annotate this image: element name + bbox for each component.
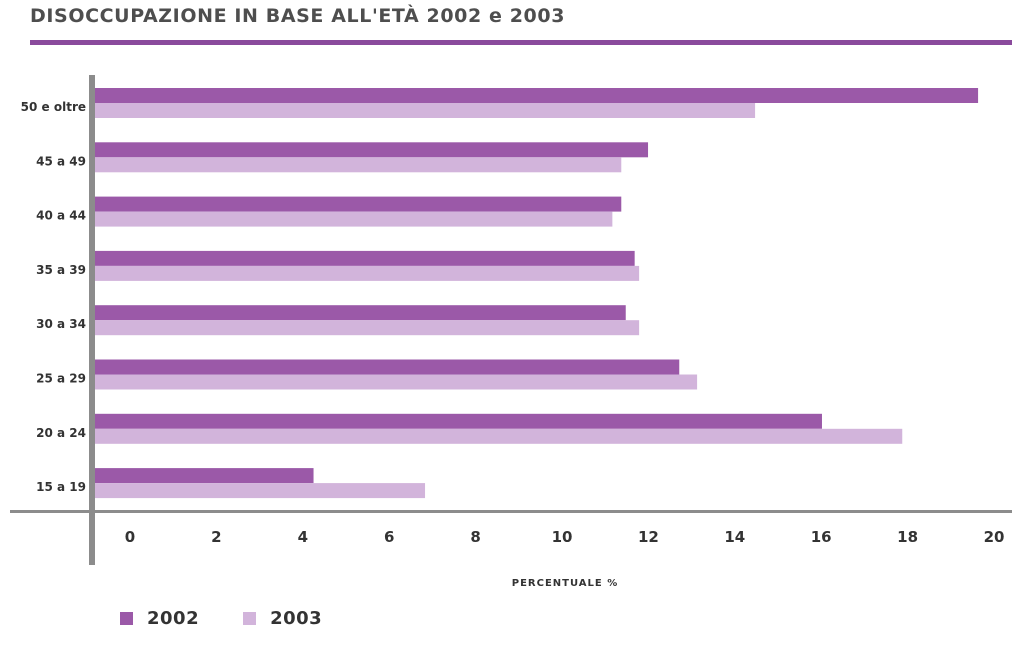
legend-item-2003: 2003 [243, 608, 322, 629]
bars-group [95, 88, 979, 499]
x-tick-label: 2 [211, 528, 221, 546]
bar-2002-40-a-44 [95, 196, 622, 212]
bar-2003-50-e-oltre [95, 103, 756, 118]
category-label: 30 a 34 [36, 317, 86, 331]
category-label: 50 e oltre [21, 100, 86, 114]
bar-2003-30-a-34 [95, 320, 640, 336]
bar-2002-20-a-24 [95, 413, 822, 429]
category-label: 25 a 29 [36, 372, 86, 386]
bar-2002-30-a-34 [95, 305, 626, 321]
chart-title: DISOCCUPAZIONE IN BASE ALL'ETÀ 2002 e 20… [30, 5, 566, 27]
x-tick-label: 6 [384, 528, 394, 546]
bar-2002-35-a-39 [95, 250, 635, 266]
category-label: 45 a 49 [36, 154, 86, 168]
category-label: 35 a 39 [36, 263, 86, 277]
y-axis-line [89, 75, 95, 565]
bar-2003-20-a-24 [95, 428, 903, 444]
legend-item-2002: 2002 [120, 608, 199, 629]
x-tick-label: 4 [298, 528, 308, 546]
bar-2003-45-a-49 [95, 157, 622, 173]
legend-swatch-2003 [243, 612, 257, 625]
x-tick-label: 20 [984, 528, 1005, 546]
x-tick-label: 14 [724, 528, 745, 546]
bar-chart: 50 e oltre 45 a 49 40 a 44 35 a 39 30 a 34 25… [10, 75, 1012, 589]
x-axis-line [10, 510, 1012, 513]
bar-2003-25-a-29 [95, 374, 698, 390]
x-tick-label: 8 [470, 528, 480, 546]
category-label: 40 a 44 [36, 209, 86, 223]
legend-label-2003: 2003 [270, 608, 323, 629]
x-tick-label: 18 [897, 528, 918, 546]
bar-2003-40-a-44 [95, 211, 613, 227]
bar-2003-15-a-19 [95, 483, 426, 499]
legend: 2002 2003 [120, 608, 366, 629]
bar-2002-50-e-oltre [95, 88, 979, 103]
title-underline [30, 40, 1012, 45]
x-tick-label: 16 [811, 528, 832, 546]
x-axis-title: PERCENTUALE % [512, 578, 618, 589]
bar-2002-15-a-19 [95, 468, 314, 484]
x-tick-label: 0 [125, 528, 135, 546]
legend-label-2002: 2002 [147, 608, 200, 629]
bar-2003-35-a-39 [95, 265, 640, 281]
legend-swatch-2002 [120, 612, 133, 625]
category-label: 20 a 24 [36, 426, 86, 440]
x-tick-labels: 0 2 4 6 8 10 12 14 16 18 20 [125, 528, 1005, 546]
category-labels: 50 e oltre 45 a 49 40 a 44 35 a 39 30 a 34 25… [21, 100, 86, 494]
x-tick-label: 12 [638, 528, 659, 546]
category-label: 15 a 19 [36, 480, 86, 494]
bar-2002-25-a-29 [95, 359, 680, 375]
x-tick-label: 10 [552, 528, 573, 546]
bar-2002-45-a-49 [95, 142, 649, 158]
